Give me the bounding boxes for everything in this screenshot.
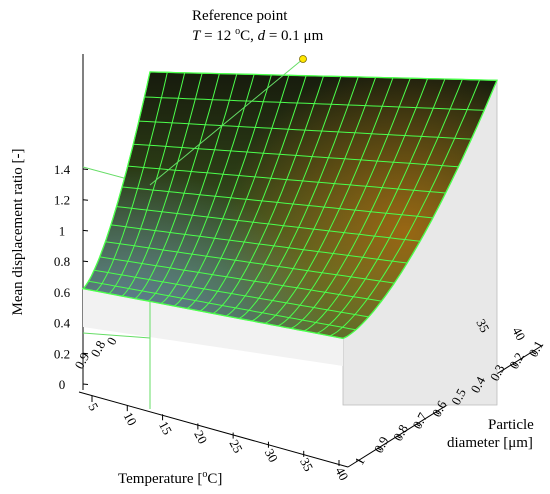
diameter-tick-label: 0.3 (487, 362, 508, 383)
diameter-tick-mark (531, 351, 537, 355)
z-tick-mark (82, 383, 89, 385)
mesh-line-temperature (303, 78, 446, 332)
axes-group (78, 54, 544, 468)
temperature-tick-label: 15 (156, 419, 175, 438)
diameter-axis-line (347, 344, 544, 468)
diameter-tick-mark (512, 363, 517, 367)
annotation-line1: Reference point (192, 8, 288, 24)
z-tick-mark (82, 229, 89, 232)
reference-guides-front (82, 55, 307, 339)
diameter-tick-label: 0.2 (506, 350, 527, 371)
mesh-line-temperature (212, 75, 324, 314)
surface-fill (83, 71, 497, 339)
z-tick-mark (82, 168, 89, 170)
mesh-line-temperature (186, 75, 290, 309)
diameter-tick-label: 0.8 (390, 422, 411, 443)
diameter-tick-label: 0.4 (467, 374, 488, 396)
diameter-tick-mark (435, 411, 440, 415)
diameter-tick-mark (415, 423, 421, 427)
mesh-line-temperature (251, 77, 377, 322)
back-temperature-tick-label: 35 (473, 316, 492, 335)
z-tick-label: 0 (59, 377, 66, 392)
guide-base (82, 332, 151, 339)
y-axis-title-line2: diameter [μm] (447, 435, 533, 451)
diameter-tick-mark (377, 447, 382, 451)
z-tick-label: 0.2 (54, 346, 70, 361)
mesh-line-temperature (160, 74, 255, 304)
temperature-tick-label: 35 (297, 455, 316, 474)
temperature-axis-line (78, 391, 349, 468)
reference-point-marker (299, 55, 307, 63)
temperature-tick-label: 40 (332, 464, 351, 483)
z-tick-label: 1 (59, 223, 66, 238)
back-diameter-tick-label: 0.9 (71, 350, 92, 371)
temperature-tick-label: 5 (85, 400, 101, 413)
diameter-tick-label: 0.6 (429, 398, 450, 420)
y-axis-title-line1: Particle (488, 417, 534, 433)
mesh-line-temperature (199, 75, 307, 312)
mesh-line-temperature (173, 74, 272, 307)
mesh-line-temperature (264, 77, 394, 324)
diameter-tick-label: 0.9 (371, 434, 392, 455)
z-tick-label: 0.6 (54, 285, 71, 300)
mesh-line-temperature (290, 78, 429, 329)
mesh-line-temperature (134, 73, 220, 299)
z-tick-label: 1.2 (54, 193, 70, 208)
z-axis-title: Mean displacement ratio [-] (10, 148, 26, 315)
front-wall (83, 288, 343, 366)
temperature-tick-label: 30 (262, 446, 281, 465)
z-tick-label: 0.4 (54, 316, 71, 331)
mesh-line-temperature (108, 72, 186, 294)
guide-diagonal (149, 58, 304, 186)
mesh-line-temperature (329, 79, 481, 337)
mesh-line-temperature (238, 76, 359, 319)
z-tick-mark (82, 199, 89, 201)
back-temperature-tick-label: 40 (509, 324, 528, 343)
temperature-tick-label: 20 (191, 428, 210, 447)
diameter-tick-label: 0.5 (448, 386, 469, 407)
surface-group (83, 71, 497, 339)
diameter-tick-label: 0.1 (525, 338, 546, 359)
z-tick-label: 1.4 (54, 162, 71, 177)
temperature-tick-label: 10 (121, 410, 140, 429)
x-axis-title: Temperature [oC] (118, 469, 222, 487)
mesh-line-temperature (121, 73, 203, 297)
z-tick-mark (82, 352, 89, 355)
diameter-tick-mark (357, 459, 363, 463)
z-tick-mark (82, 260, 89, 263)
annotation-line2: T = 12 oC, d = 0.1 μm (192, 26, 324, 44)
z-tick-label: 0.8 (54, 254, 70, 269)
surface-outline (81, 71, 498, 340)
mesh-line-temperature (277, 78, 411, 327)
temperature-tick-label: 25 (226, 437, 245, 456)
mesh-line-temperature (225, 76, 342, 317)
mesh-group (81, 71, 498, 340)
back-diameter-tick-label: 0.8 (87, 338, 108, 359)
mesh-line-temperature (316, 79, 463, 334)
mesh-line-temperature (95, 72, 168, 292)
diameter-tick-mark (396, 435, 401, 439)
diameter-tick-label: 0.7 (409, 410, 430, 432)
